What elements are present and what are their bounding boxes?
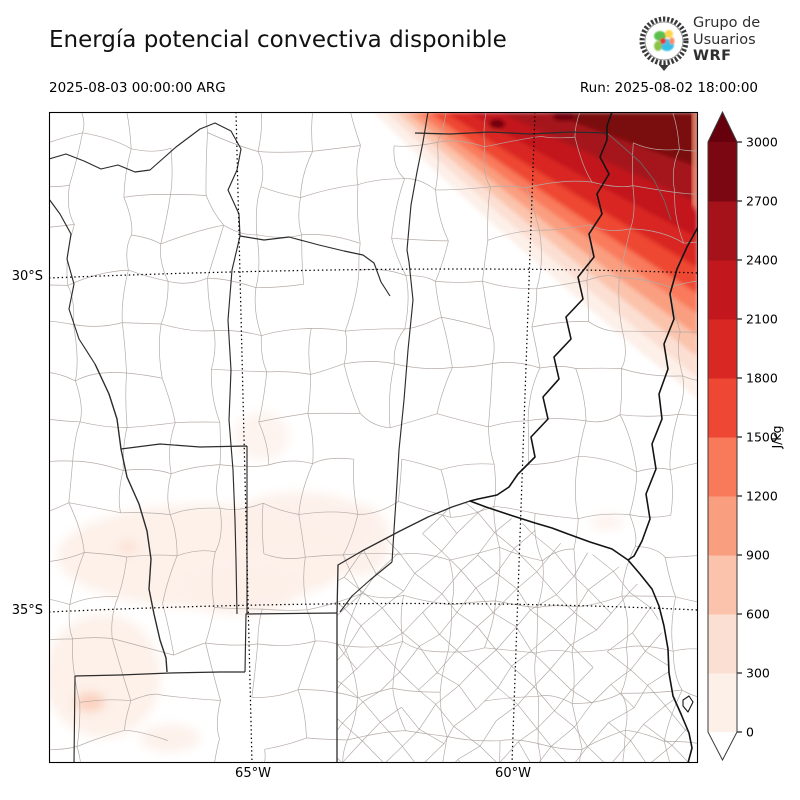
colorbar-ticks: 0 300 600 900 1200 1500 1800 2100 2400 2700 3000 bbox=[737, 135, 778, 740]
map-panel bbox=[48, 111, 699, 764]
buenos-aires-partido-borders bbox=[337, 501, 692, 763]
meridian-60w bbox=[511, 112, 536, 763]
colorbar: 0 300 600 900 1200 1500 1800 2100 2400 2700 3000 J… bbox=[707, 110, 784, 762]
department-borders bbox=[49, 112, 698, 763]
coastal-hook bbox=[682, 695, 694, 713]
valid-time-label: 2025-08-03 00:00:00 ARG bbox=[49, 80, 226, 96]
domain-edge-strip bbox=[692, 112, 698, 214]
logo-line1: Grupo de bbox=[693, 15, 761, 31]
svg-text:0: 0 bbox=[746, 725, 754, 740]
province-borders bbox=[49, 112, 672, 763]
logo-line3: WRF bbox=[693, 48, 732, 64]
graticule-dotted-lines bbox=[49, 112, 698, 763]
svg-text:2100: 2100 bbox=[746, 312, 778, 327]
colorbar-segments bbox=[708, 112, 737, 760]
svg-text:600: 600 bbox=[746, 607, 770, 622]
meridian-65w bbox=[235, 112, 253, 763]
wrf-users-group-logo: Grupo de Usuarios WRF bbox=[636, 12, 786, 74]
lon-label-60w: 60°W bbox=[495, 766, 531, 781]
svg-text:900: 900 bbox=[746, 548, 770, 563]
lat-label-30s: 30°S bbox=[11, 269, 43, 284]
lat-label-35s: 35°S bbox=[11, 603, 43, 618]
logo-emblem-icon bbox=[639, 16, 689, 71]
plot-title: Energía potencial convectiva disponible bbox=[49, 27, 507, 53]
svg-text:3000: 3000 bbox=[746, 135, 778, 150]
colorbar-unit-label: J/kg bbox=[769, 425, 784, 449]
svg-text:2400: 2400 bbox=[746, 253, 778, 268]
svg-text:1200: 1200 bbox=[746, 489, 778, 504]
svg-text:1500: 1500 bbox=[746, 430, 778, 445]
logo-line2: Usuarios bbox=[693, 31, 756, 48]
uruguay-river bbox=[627, 226, 698, 561]
parana-river-and-coast bbox=[469, 112, 693, 763]
svg-text:2700: 2700 bbox=[746, 194, 778, 209]
parallel-35s bbox=[49, 602, 698, 613]
colorbar-outline bbox=[707, 110, 738, 762]
cape-filled-contours bbox=[373, 112, 698, 399]
svg-text:1800: 1800 bbox=[746, 371, 778, 386]
svg-text:300: 300 bbox=[746, 666, 770, 681]
lon-label-65w: 65°W bbox=[235, 766, 271, 781]
logo-text: Grupo de Usuarios WRF bbox=[693, 15, 760, 65]
map-frame bbox=[48, 111, 699, 764]
run-time-label: Run: 2025-08-02 18:00:00 bbox=[579, 80, 758, 96]
rivers-and-coastline bbox=[469, 112, 698, 763]
